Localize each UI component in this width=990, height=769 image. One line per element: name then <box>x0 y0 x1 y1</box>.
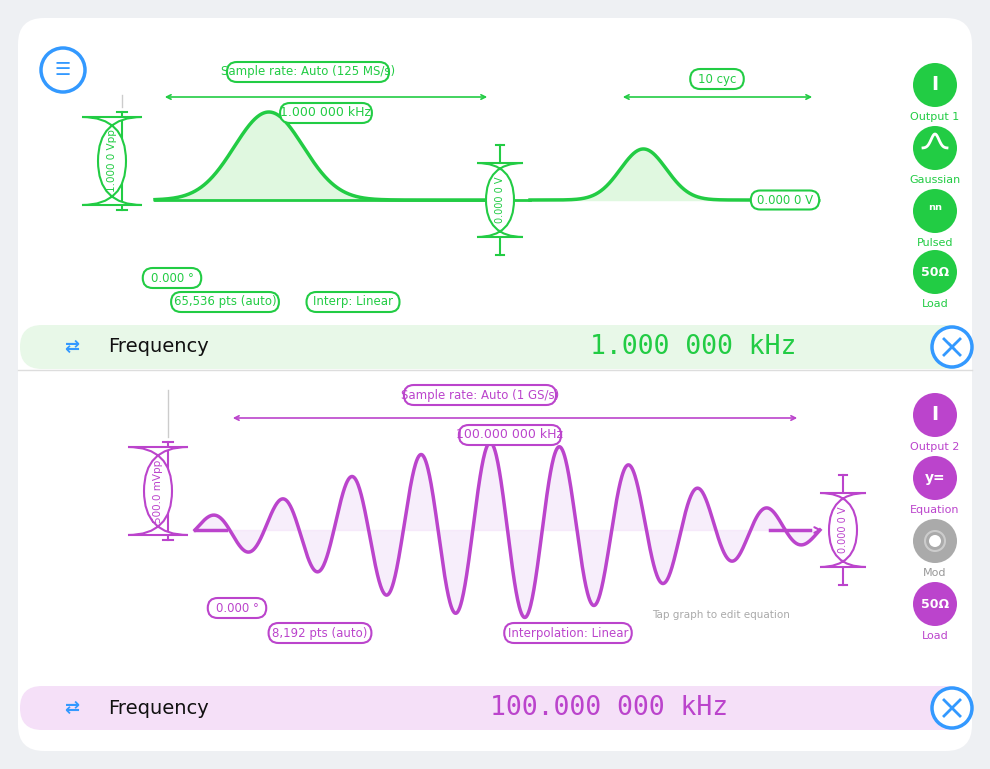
Text: Gaussian: Gaussian <box>910 175 960 185</box>
FancyBboxPatch shape <box>18 18 972 751</box>
Text: 0.000 0 V: 0.000 0 V <box>495 177 505 223</box>
Circle shape <box>913 519 957 563</box>
Text: Tap graph to edit equation: Tap graph to edit equation <box>652 610 790 620</box>
Circle shape <box>913 126 957 170</box>
Text: Load: Load <box>922 631 948 641</box>
Text: 0.000 0 V: 0.000 0 V <box>838 507 848 553</box>
Text: 0.000 °: 0.000 ° <box>150 271 193 285</box>
Text: 8,192 pts (auto): 8,192 pts (auto) <box>272 627 367 640</box>
Text: ✕: ✕ <box>946 341 957 354</box>
FancyBboxPatch shape <box>477 163 523 237</box>
Text: Output 1: Output 1 <box>911 112 959 122</box>
FancyBboxPatch shape <box>227 62 389 82</box>
Text: ⇄: ⇄ <box>64 338 79 356</box>
FancyBboxPatch shape <box>307 292 400 312</box>
Circle shape <box>929 535 941 547</box>
Circle shape <box>913 582 957 626</box>
Circle shape <box>913 63 957 107</box>
Circle shape <box>913 393 957 437</box>
FancyBboxPatch shape <box>504 623 632 643</box>
Circle shape <box>913 250 957 294</box>
Text: ⇄: ⇄ <box>64 699 79 717</box>
FancyBboxPatch shape <box>208 598 266 618</box>
Text: Interp: Linear: Interp: Linear <box>313 295 393 308</box>
Text: Frequency: Frequency <box>108 338 209 357</box>
Text: I: I <box>932 75 939 95</box>
Text: 0.000 0 V: 0.000 0 V <box>757 194 813 207</box>
Circle shape <box>41 48 85 92</box>
FancyBboxPatch shape <box>750 191 819 209</box>
Text: Sample rate: Auto (1 GS/s): Sample rate: Auto (1 GS/s) <box>401 388 559 401</box>
Text: 100.000 000 kHz: 100.000 000 kHz <box>456 428 563 441</box>
FancyBboxPatch shape <box>820 493 866 567</box>
Text: ⁿⁿ: ⁿⁿ <box>928 204 942 218</box>
Circle shape <box>932 327 972 367</box>
Text: Sample rate: Auto (125 MS/s): Sample rate: Auto (125 MS/s) <box>221 65 395 78</box>
FancyBboxPatch shape <box>458 425 561 445</box>
FancyBboxPatch shape <box>82 117 142 205</box>
FancyBboxPatch shape <box>690 69 743 89</box>
Text: 50Ω: 50Ω <box>921 265 949 278</box>
FancyBboxPatch shape <box>268 623 371 643</box>
Circle shape <box>913 189 957 233</box>
Text: 10 cyc: 10 cyc <box>698 72 737 85</box>
FancyBboxPatch shape <box>128 447 188 535</box>
FancyBboxPatch shape <box>404 385 556 405</box>
FancyBboxPatch shape <box>171 292 279 312</box>
FancyBboxPatch shape <box>143 268 201 288</box>
FancyBboxPatch shape <box>20 325 970 369</box>
Circle shape <box>932 688 972 728</box>
Text: Load: Load <box>922 299 948 309</box>
Text: Pulsed: Pulsed <box>917 238 953 248</box>
Circle shape <box>913 456 957 500</box>
Text: 500.0 mVpp: 500.0 mVpp <box>153 459 163 523</box>
Text: Frequency: Frequency <box>108 698 209 717</box>
Text: Output 2: Output 2 <box>911 442 959 452</box>
FancyBboxPatch shape <box>20 686 970 730</box>
Text: 0.000 °: 0.000 ° <box>216 601 258 614</box>
Text: ☰: ☰ <box>54 61 71 79</box>
FancyBboxPatch shape <box>280 103 372 123</box>
Text: 100.000 000 kHz: 100.000 000 kHz <box>490 695 728 721</box>
Text: Interpolation: Linear: Interpolation: Linear <box>508 627 629 640</box>
Circle shape <box>925 531 945 551</box>
Text: 65,536 pts (auto): 65,536 pts (auto) <box>173 295 276 308</box>
Text: 1.000 000 kHz: 1.000 000 kHz <box>590 334 796 360</box>
Text: 1.000 0 Vpp: 1.000 0 Vpp <box>107 129 117 192</box>
Text: Mod: Mod <box>924 568 946 578</box>
Text: y=: y= <box>925 471 945 485</box>
Text: 1.000 000 kHz: 1.000 000 kHz <box>280 106 371 119</box>
Text: 50Ω: 50Ω <box>921 598 949 611</box>
Text: Equation: Equation <box>910 505 959 515</box>
Text: I: I <box>932 405 939 424</box>
